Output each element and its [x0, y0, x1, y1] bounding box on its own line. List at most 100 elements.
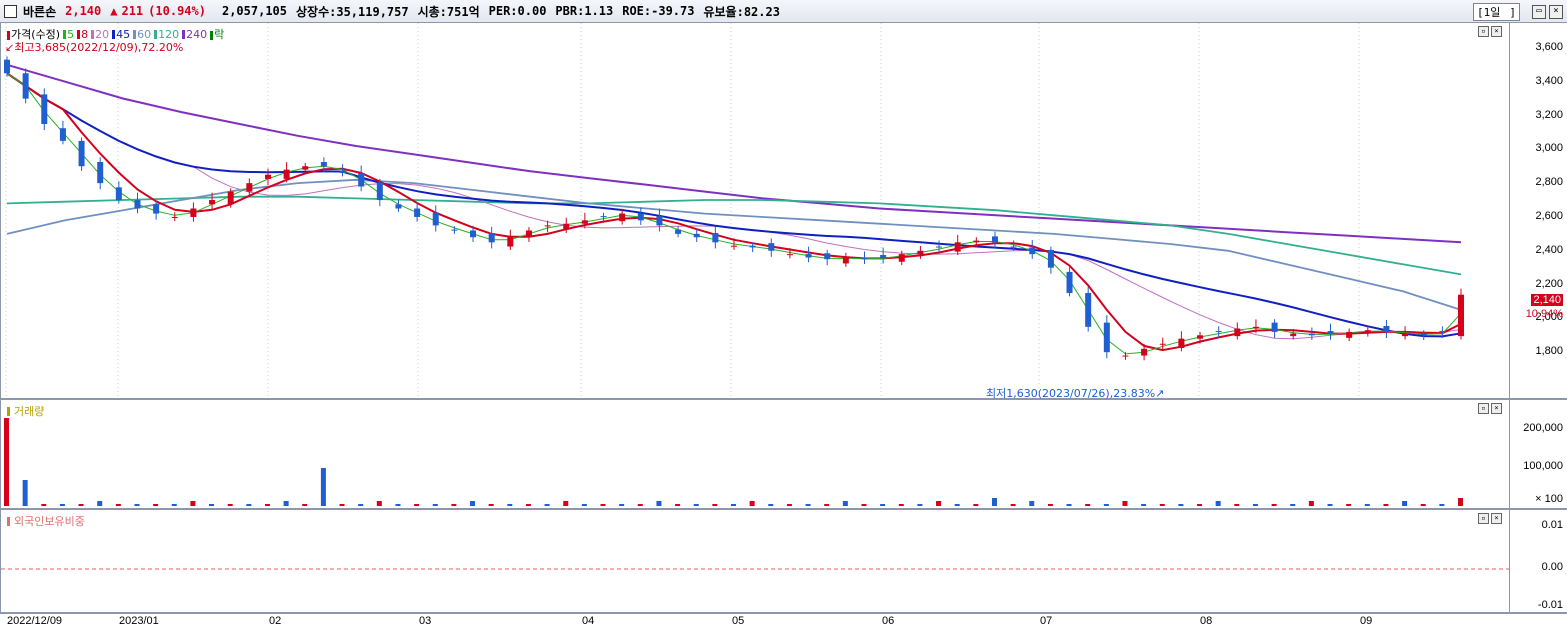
- candle[interactable]: [1178, 331, 1185, 352]
- candle[interactable]: [414, 202, 421, 222]
- candle[interactable]: [432, 205, 439, 232]
- candle[interactable]: [768, 238, 775, 257]
- candle[interactable]: [153, 200, 160, 220]
- candle[interactable]: [78, 137, 85, 171]
- candle[interactable]: [675, 226, 682, 238]
- candle[interactable]: [842, 252, 849, 267]
- candle[interactable]: [4, 56, 10, 77]
- candle[interactable]: [41, 88, 48, 131]
- candle[interactable]: [283, 162, 290, 183]
- candle[interactable]: [1103, 315, 1110, 359]
- candle[interactable]: [1290, 328, 1297, 340]
- candle[interactable]: [1346, 328, 1353, 342]
- candle[interactable]: [134, 192, 141, 214]
- candle[interactable]: [1327, 323, 1334, 340]
- candle[interactable]: [600, 212, 607, 224]
- select-checkbox[interactable]: [4, 4, 17, 18]
- candle[interactable]: [563, 217, 570, 234]
- candle[interactable]: [320, 157, 327, 173]
- stock-name[interactable]: 바른손: [23, 4, 57, 19]
- candle[interactable]: [936, 240, 943, 254]
- candle[interactable]: [637, 207, 644, 226]
- volume-bar: [1197, 504, 1203, 506]
- candle[interactable]: [1364, 325, 1371, 337]
- volume-bar: [22, 480, 28, 506]
- candle[interactable]: [246, 178, 253, 197]
- candle[interactable]: [954, 234, 961, 255]
- candle[interactable]: [712, 226, 719, 249]
- candle[interactable]: [1029, 239, 1036, 259]
- candle[interactable]: [358, 165, 365, 192]
- candle[interactable]: [731, 238, 737, 250]
- candle[interactable]: [1215, 326, 1222, 338]
- foreign-plot[interactable]: [1, 510, 1509, 612]
- candle[interactable]: [917, 246, 924, 259]
- candle[interactable]: [824, 249, 831, 266]
- candle[interactable]: [1047, 246, 1054, 274]
- volume-bar: [1346, 504, 1352, 506]
- candle[interactable]: [395, 199, 402, 212]
- candle[interactable]: [544, 220, 551, 233]
- candle[interactable]: [171, 212, 178, 222]
- period-selector[interactable]: [1일]: [1473, 3, 1520, 21]
- candle[interactable]: [1159, 337, 1166, 351]
- candle[interactable]: [376, 178, 383, 207]
- candle[interactable]: [1252, 319, 1259, 334]
- candle[interactable]: [451, 226, 458, 234]
- price-plot[interactable]: [1, 23, 1509, 398]
- candle[interactable]: [97, 157, 104, 190]
- candle[interactable]: [59, 120, 66, 145]
- candle[interactable]: [898, 250, 905, 266]
- candle[interactable]: [264, 168, 271, 186]
- candle[interactable]: [227, 188, 234, 208]
- volume-plot[interactable]: [1, 400, 1509, 508]
- candle[interactable]: [115, 181, 122, 204]
- candle[interactable]: [991, 231, 998, 249]
- candle[interactable]: [973, 237, 980, 248]
- candle[interactable]: [1122, 352, 1129, 360]
- candle[interactable]: [488, 226, 495, 249]
- price-axis: 3,600 3,400 3,200 3,000 2,800 2,600 2,400 2,200…: [1509, 23, 1567, 398]
- candle[interactable]: [861, 251, 868, 264]
- candle[interactable]: [22, 68, 29, 104]
- candle[interactable]: [619, 208, 626, 225]
- candle[interactable]: [525, 227, 532, 242]
- candle[interactable]: [805, 246, 812, 263]
- price-tick: 2,000: [1535, 311, 1563, 324]
- close-icon[interactable]: ×: [1549, 5, 1563, 19]
- minimize-icon[interactable]: ▭: [1532, 5, 1546, 19]
- candle[interactable]: [1197, 331, 1204, 344]
- candle[interactable]: [339, 164, 346, 177]
- candle[interactable]: [190, 202, 197, 222]
- candle[interactable]: [1402, 326, 1409, 340]
- candle[interactable]: [1420, 330, 1427, 341]
- candle[interactable]: [656, 208, 663, 232]
- legend-swatch: [63, 30, 67, 39]
- candle[interactable]: [1085, 286, 1092, 332]
- candle[interactable]: [581, 212, 588, 229]
- candle[interactable]: [749, 242, 756, 253]
- candle[interactable]: [507, 229, 514, 250]
- candle[interactable]: [1010, 240, 1017, 251]
- candle[interactable]: [786, 248, 793, 259]
- candle[interactable]: [470, 225, 477, 242]
- candle[interactable]: [1066, 267, 1073, 297]
- candle[interactable]: [1458, 288, 1464, 340]
- foreign-pane-controls[interactable]: ▫ ×: [1478, 513, 1502, 524]
- candle[interactable]: [693, 229, 700, 242]
- candle[interactable]: [1308, 327, 1315, 341]
- candle[interactable]: [880, 247, 887, 264]
- legend-swatch: [7, 30, 10, 40]
- candle[interactable]: [1234, 322, 1241, 340]
- price-pane-controls[interactable]: ▫ ×: [1478, 26, 1502, 37]
- candle[interactable]: [209, 192, 216, 211]
- volume-pane-controls[interactable]: ▫ ×: [1478, 403, 1502, 414]
- candle[interactable]: [1271, 319, 1278, 338]
- candle[interactable]: [302, 162, 309, 175]
- volume-bar: [432, 504, 438, 506]
- candle[interactable]: [1439, 326, 1446, 338]
- legend-item-4: 45: [112, 28, 130, 41]
- candle[interactable]: [1383, 319, 1390, 338]
- candle[interactable]: [1141, 344, 1148, 361]
